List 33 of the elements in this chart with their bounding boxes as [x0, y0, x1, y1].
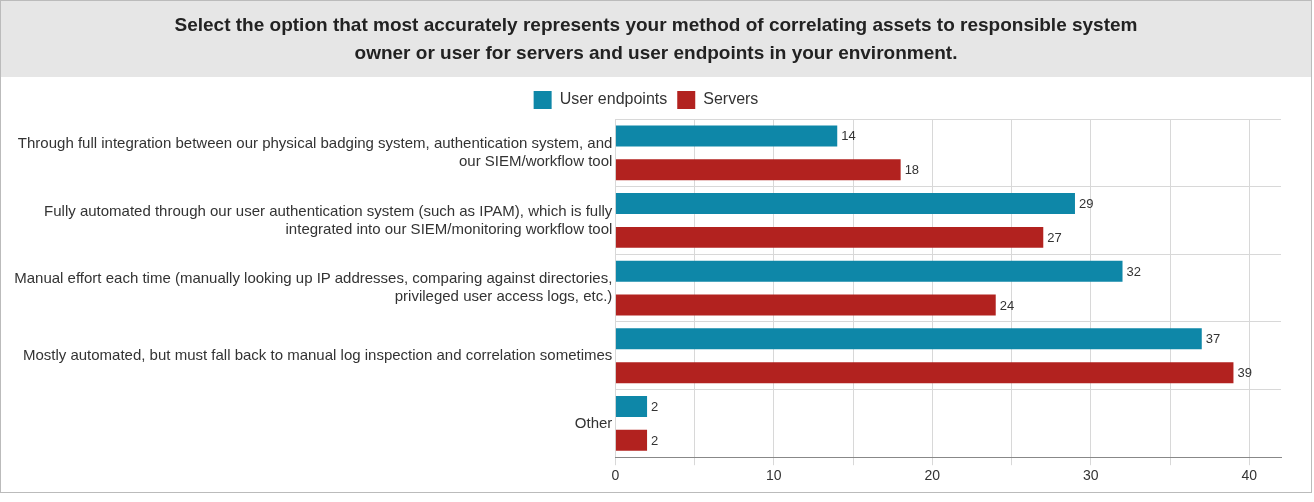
bar	[615, 328, 1202, 350]
x-tick-label: 10	[766, 467, 782, 484]
bar	[615, 294, 996, 316]
y-tick-label: Other	[574, 413, 613, 431]
bar	[615, 159, 901, 181]
data-label: 2	[651, 399, 659, 415]
data-label: 24	[999, 297, 1015, 313]
x-tick-label: 0	[611, 467, 620, 484]
y-tick-label: Mostly automated, but must fall back to manual log inspection and correlation sometimes	[22, 345, 613, 363]
bar	[615, 193, 1075, 215]
data-label: 37	[1205, 331, 1221, 347]
bar	[615, 429, 648, 451]
y-tick-label: Through full integration between our physical badging system, authentication system, and our SIEM/workflow tool	[17, 133, 613, 169]
data-label: 2	[651, 432, 659, 448]
bar	[615, 125, 838, 147]
y-tick-label: Fully automated through our user authentication system (such as IPAM), which is fully integrated into our SIEM/monitoring workflow tool	[44, 201, 613, 237]
legend-label: User endpoints	[559, 90, 668, 108]
data-label: 39	[1237, 365, 1252, 381]
x-tick-label: 20	[924, 467, 941, 484]
chart-title: Select the option that most accurately represents your method of correlating assets to responsible system owner or user for servers and user endpoints in your environment.	[1, 1, 1311, 77]
x-tick-label: 40	[1241, 467, 1258, 484]
data-label: 32	[1126, 263, 1141, 279]
bar	[615, 260, 1123, 282]
bar	[615, 226, 1044, 248]
legend-label: Servers	[703, 90, 759, 108]
bar	[615, 395, 648, 417]
data-label: 14	[841, 128, 856, 144]
x-tick-label: 30	[1083, 467, 1099, 484]
y-tick-label: Manual effort each time (manually looking up IP addresses, comparing against directories, privileged user access logs, etc.)	[14, 269, 613, 305]
data-label: 27	[1047, 229, 1062, 245]
data-label: 29	[1078, 196, 1094, 212]
data-label: 18	[904, 162, 920, 178]
bar	[615, 362, 1234, 384]
